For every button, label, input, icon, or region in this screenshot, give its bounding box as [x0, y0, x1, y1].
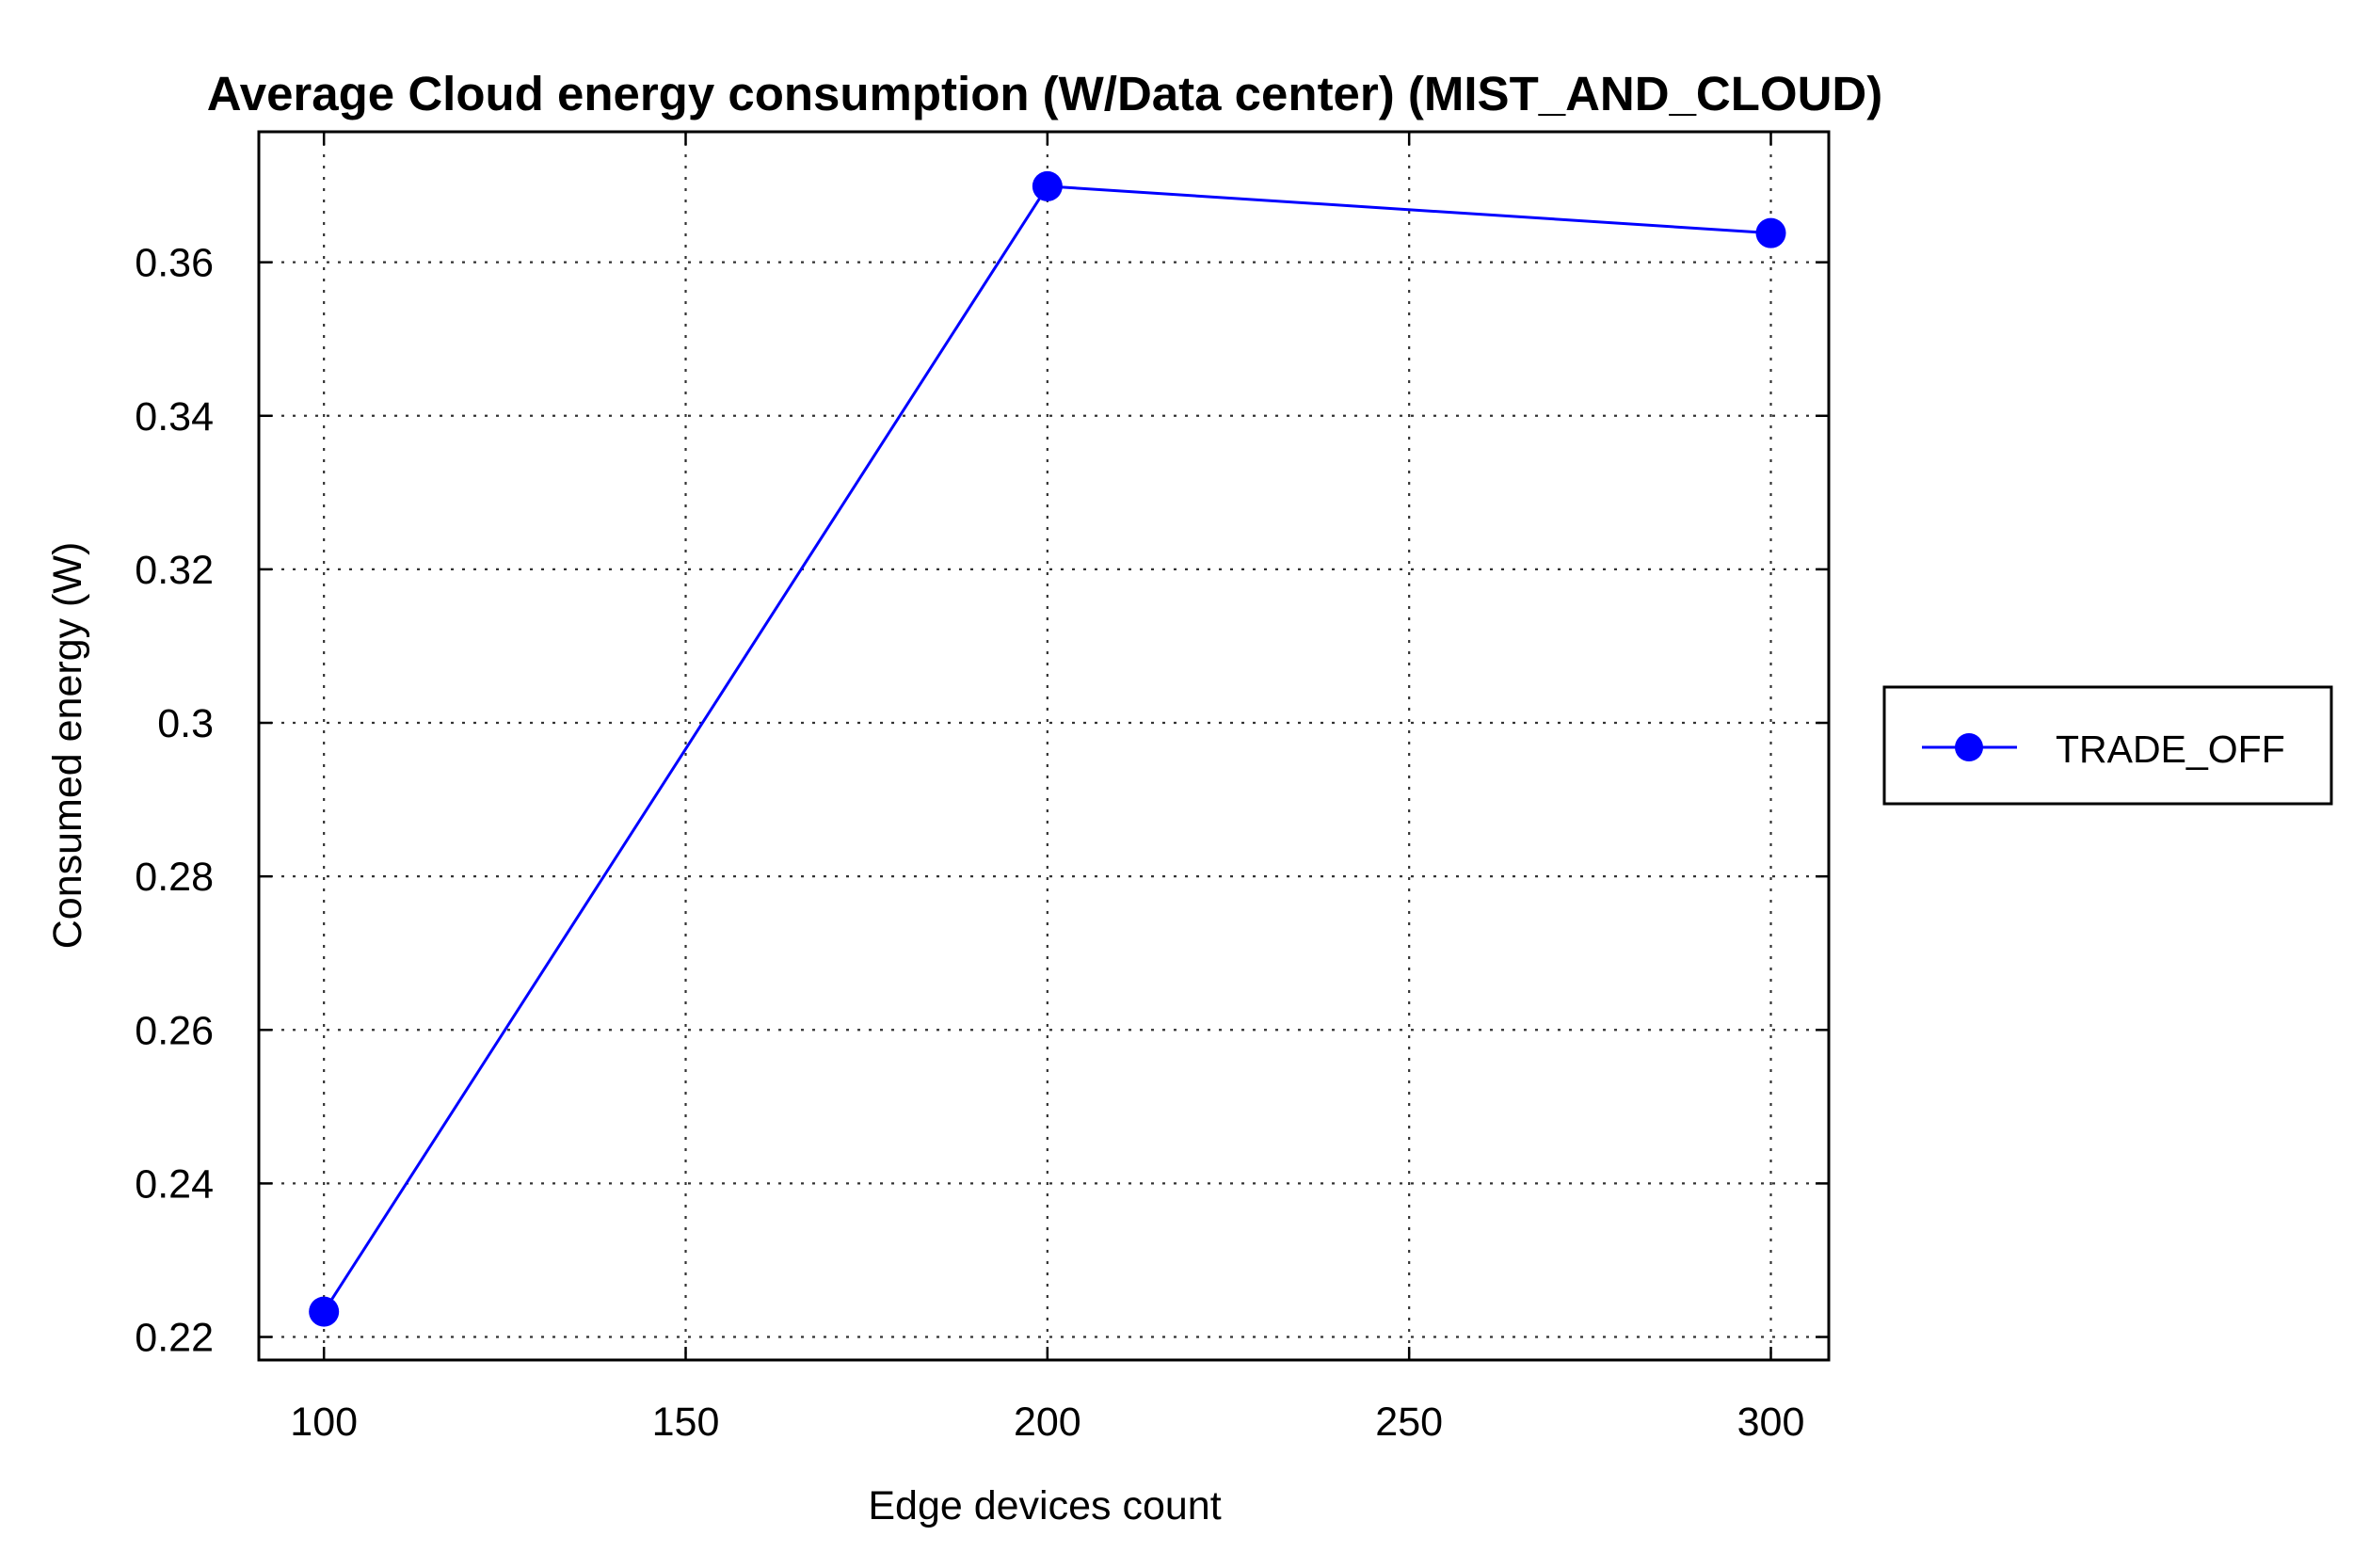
x-tick-label: 200 [1014, 1400, 1081, 1445]
legend-label: TRADE_OFF [2056, 728, 2285, 771]
y-tick-label: 0.24 [135, 1161, 214, 1207]
data-point [1032, 170, 1063, 201]
x-axis-tick-labels: 100 150 200 250 300 [290, 1400, 1804, 1445]
plot-area-frame [257, 130, 1831, 1362]
y-tick-label: 0.36 [135, 241, 214, 286]
y-tick-label: 0.32 [135, 548, 214, 593]
y-tick-label: 0.22 [135, 1316, 214, 1361]
grid [259, 132, 1829, 1360]
x-axis-title: Edge devices count [868, 1483, 1221, 1528]
x-tick-label: 150 [652, 1400, 720, 1445]
y-tick-label: 0.28 [135, 855, 214, 900]
y-axis-title: Consumed energy (W) [45, 542, 90, 950]
data-point [309, 1296, 340, 1327]
y-tick-label: 0.34 [135, 394, 214, 440]
y-tick-label: 0.3 [157, 701, 214, 746]
legend: TRADE_OFF [1882, 685, 2333, 806]
y-axis-tick-labels: 0.22 0.24 0.26 0.28 0.3 0.32 0.34 0.36 [135, 241, 214, 1361]
tick-marks [259, 132, 1829, 1360]
data-point [1755, 217, 1786, 248]
y-tick-label: 0.26 [135, 1008, 214, 1053]
x-tick-label: 250 [1375, 1400, 1443, 1445]
chart-title: Average Cloud energy consumption (W/Data… [207, 67, 1882, 120]
legend-box [1882, 685, 2333, 806]
x-tick-label: 100 [290, 1400, 358, 1445]
series-trade-off [309, 170, 1786, 1327]
x-tick-label: 300 [1737, 1400, 1805, 1445]
legend-marker [1955, 733, 1983, 761]
